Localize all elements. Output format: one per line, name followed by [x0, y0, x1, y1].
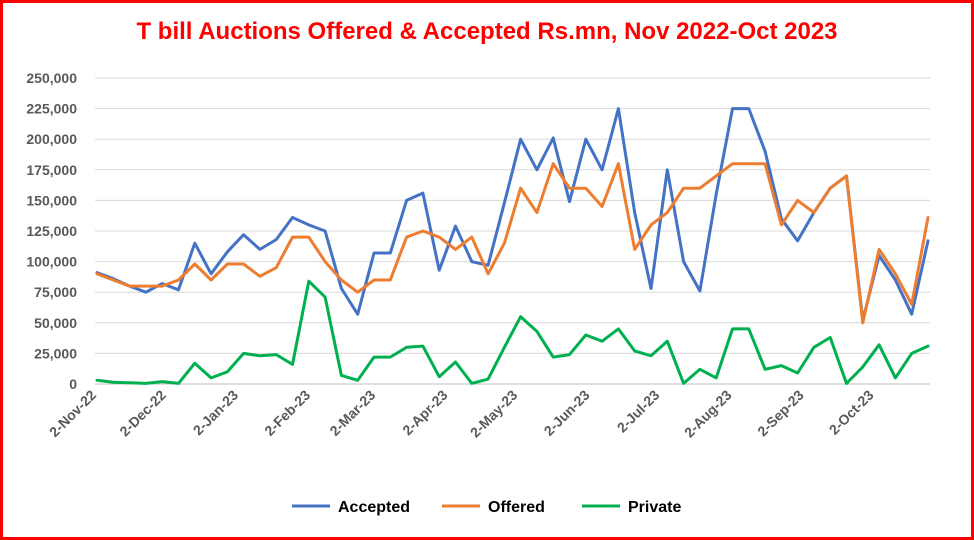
- y-tick-label: 75,000: [34, 284, 77, 300]
- chart-title: T bill Auctions Offered & Accepted Rs.mn…: [136, 18, 838, 45]
- y-axis: 0 25,000 50,000 75,000 100,000 125,000 150,000…: [26, 70, 77, 392]
- x-tick-label: 2-Jan-23: [190, 387, 242, 439]
- x-tick-label: 2-Jul-23: [614, 387, 663, 436]
- series-line-accepted: [95, 107, 930, 322]
- y-tick-label: 25,000: [34, 345, 77, 361]
- y-tick-label: 200,000: [26, 131, 77, 147]
- legend-label-accepted: Accepted: [338, 499, 410, 516]
- series-line-offered: [95, 162, 930, 325]
- x-tick-label: 2-Sep-23: [754, 387, 807, 440]
- y-tick-label: 0: [69, 376, 77, 392]
- y-tick-label: 125,000: [26, 223, 77, 239]
- x-tick-label: 2-Apr-23: [399, 387, 451, 439]
- x-tick-label: 2-Oct-23: [826, 387, 877, 438]
- y-tick-label: 250,000: [26, 70, 77, 86]
- x-axis: 2-Nov-22 2-Dec-22 2-Jan-23 2-Feb-23 2-Mar-23…: [46, 387, 877, 441]
- y-tick-label: 150,000: [26, 192, 77, 208]
- y-tick-label: 175,000: [26, 162, 77, 178]
- x-tick-label: 2-May-23: [467, 387, 521, 441]
- x-tick-label: 2-Aug-23: [681, 387, 735, 441]
- y-tick-label: 50,000: [34, 315, 77, 331]
- legend-label-offered: Offered: [488, 499, 545, 516]
- x-tick-label: 2-Nov-22: [46, 387, 99, 440]
- y-tick-label: 100,000: [26, 254, 77, 270]
- x-tick-label: 2-Dec-22: [116, 387, 169, 440]
- x-tick-label: 2-Feb-23: [261, 387, 313, 439]
- x-tick-label: 2-Mar-23: [326, 387, 378, 439]
- y-tick-label: 225,000: [26, 101, 77, 117]
- series-line-private: [95, 279, 930, 385]
- x-tick-label: 2-Jun-23: [541, 387, 593, 439]
- legend: Accepted Offered Private: [292, 499, 681, 516]
- series-layer: [95, 107, 930, 385]
- legend-label-private: Private: [628, 499, 681, 516]
